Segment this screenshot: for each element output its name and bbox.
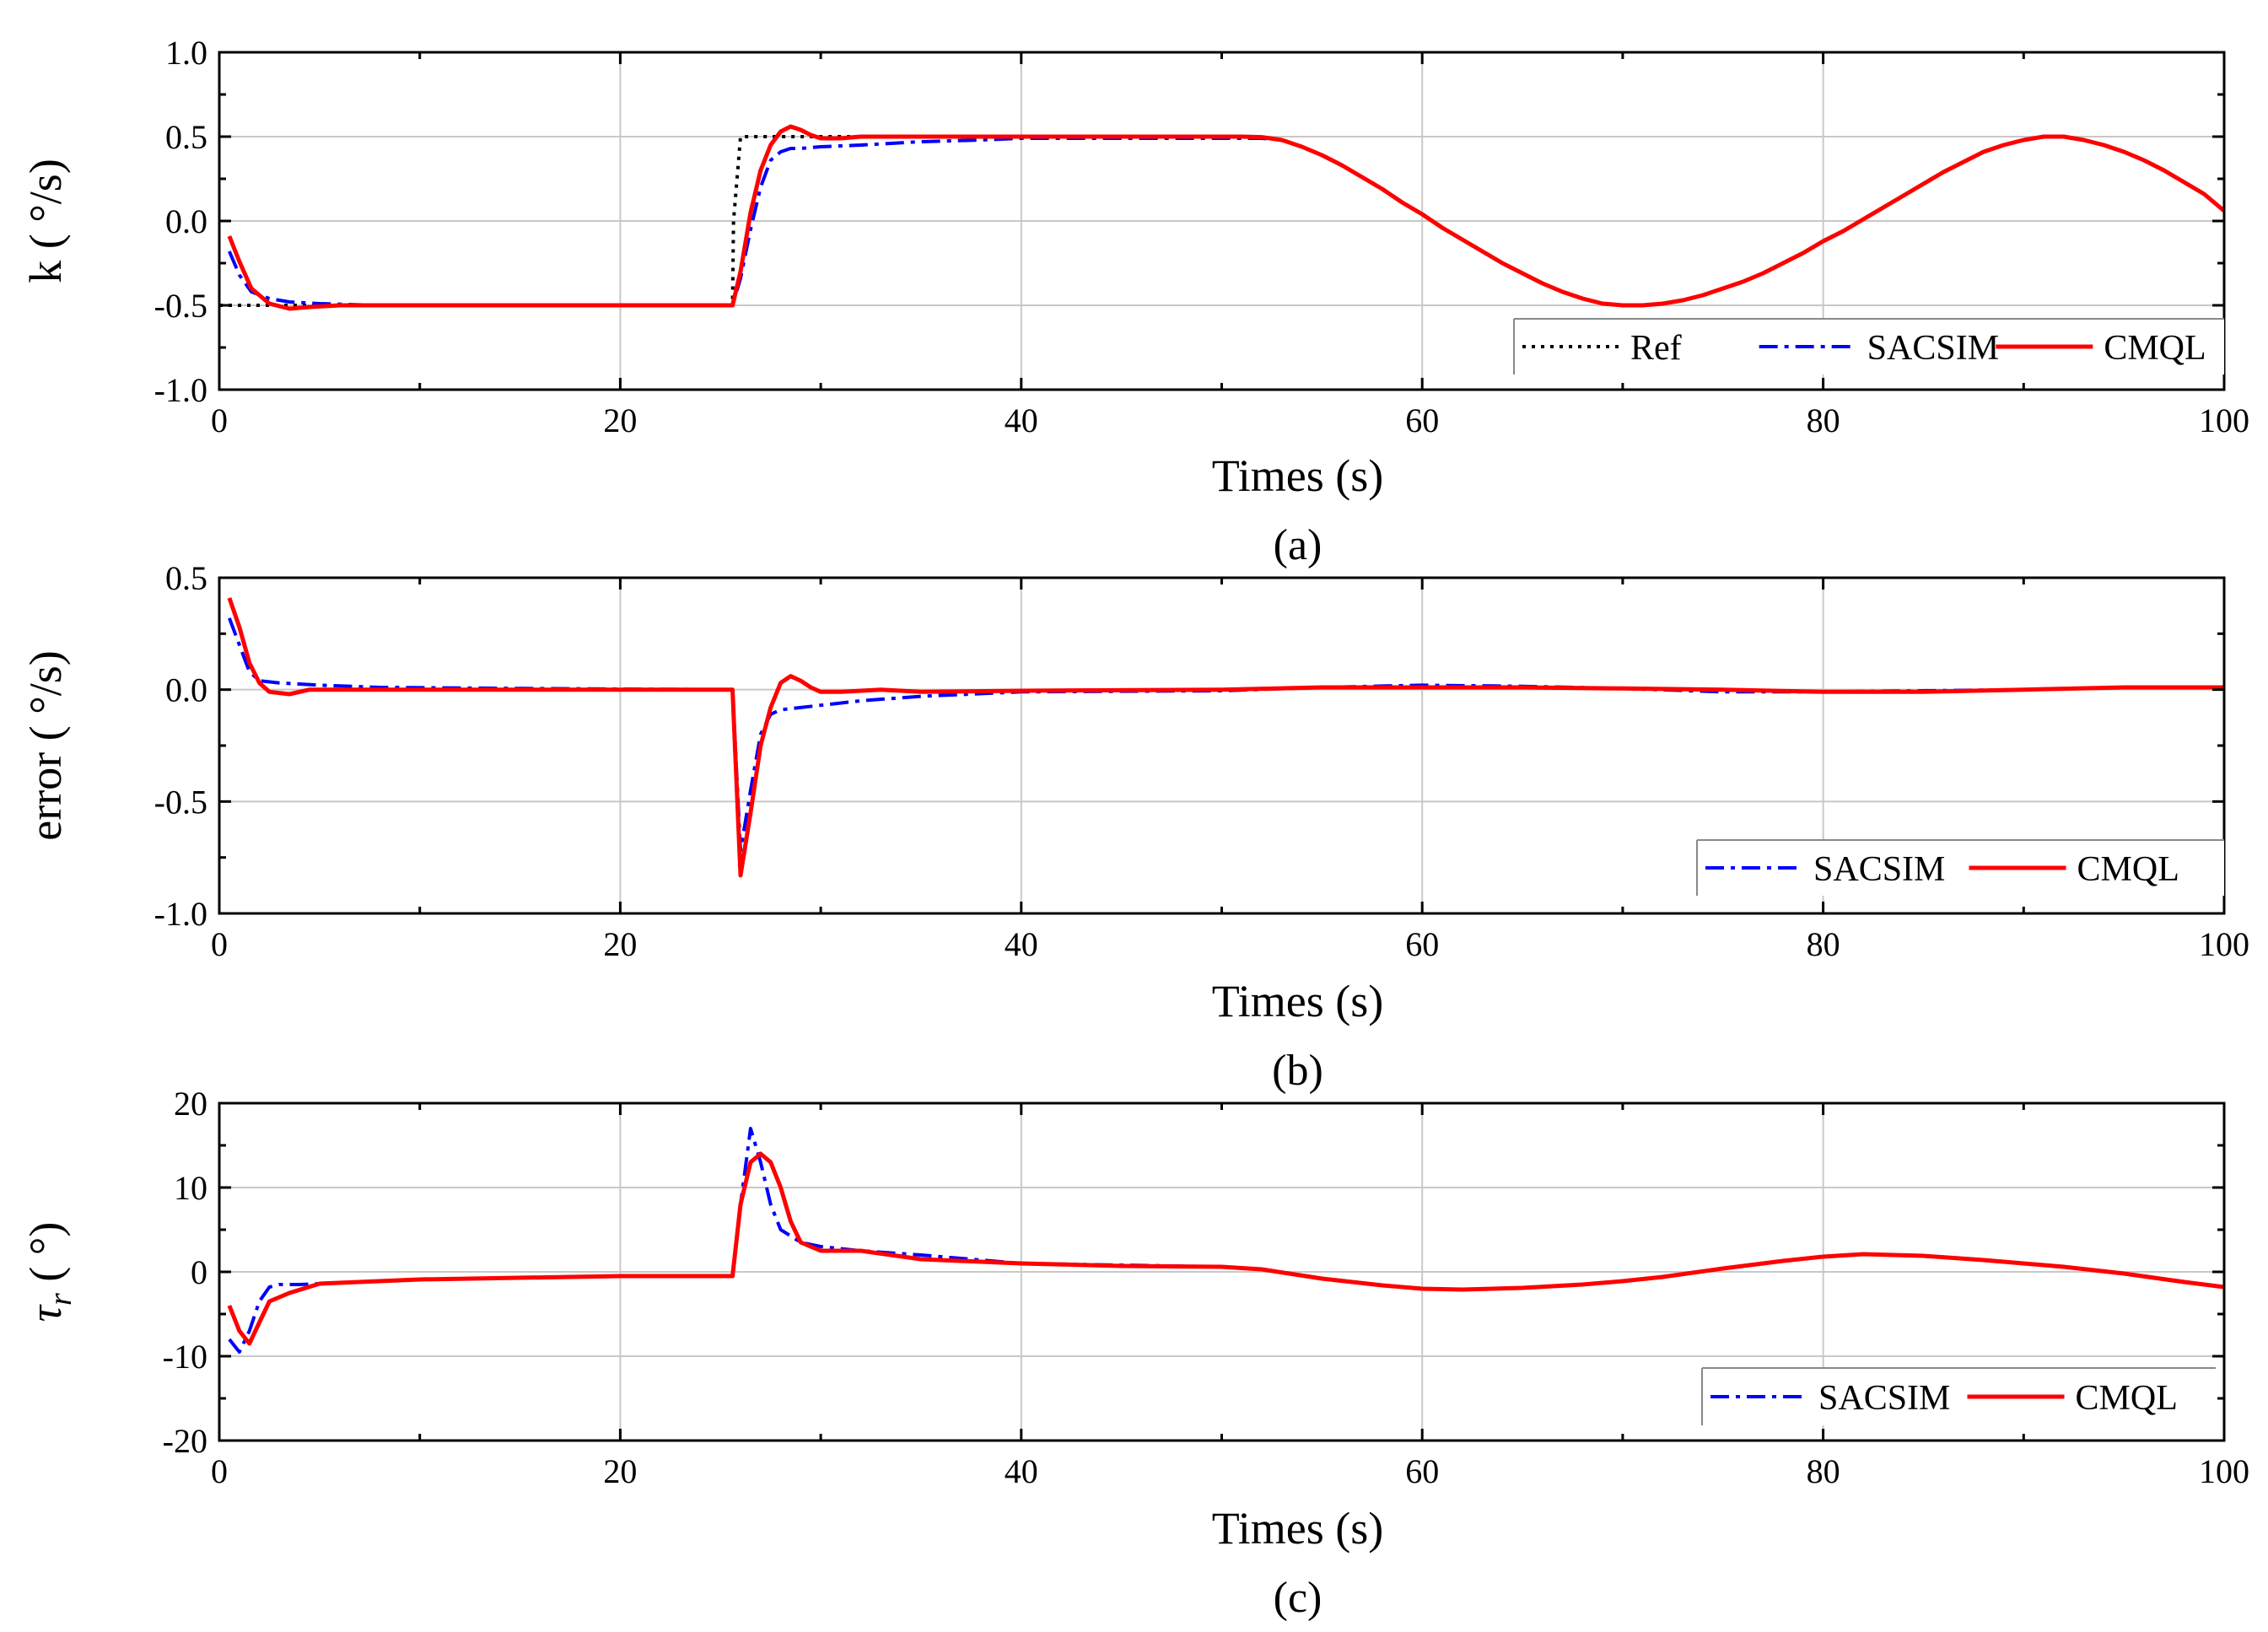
x-tick-label: 60 [1405, 1452, 1439, 1490]
y-tick-label: 0.5 [165, 559, 207, 597]
series-line-sacsim [228, 1127, 2225, 1354]
x-tick-label: 20 [603, 925, 637, 963]
x-tick-label: 0 [211, 1452, 228, 1490]
y-axis-title-unit: ( °) [20, 1222, 71, 1294]
y-tick-label: 10 [174, 1169, 207, 1207]
y-axis-title: k ( °/s) [20, 159, 71, 283]
y-tick-label: -0.5 [154, 287, 207, 325]
x-tick-label: 80 [1807, 1452, 1840, 1490]
panel-caption: (a) [1274, 521, 1323, 569]
x-tick-label: 0 [211, 925, 228, 963]
panel-caption: (b) [1272, 1047, 1323, 1095]
series-line-cmql [227, 1151, 2225, 1346]
x-tick-label: 20 [603, 401, 637, 439]
legend-label-sacsim: SACSIM [1818, 1379, 1950, 1418]
x-tick-label: 0 [211, 401, 228, 439]
y-tick-label: -1.0 [154, 895, 207, 933]
y-tick-label: -0.5 [154, 783, 207, 821]
y-tick-label: 0.0 [165, 202, 207, 240]
x-tick-label: 100 [2199, 401, 2249, 439]
y-tick-label: 0 [191, 1253, 207, 1291]
series-line-sacsim [228, 617, 2224, 853]
x-axis-title: Times (s) [1212, 976, 1384, 1026]
y-tick-label: -1.0 [154, 371, 207, 409]
x-tick-label: 100 [2199, 1452, 2249, 1490]
y-tick-label: 0.0 [165, 671, 207, 709]
y-tick-label: -10 [163, 1338, 207, 1376]
legend-box [1514, 319, 2224, 374]
y-tick-label: 0.5 [165, 118, 207, 156]
y-tick-label: 20 [174, 1085, 207, 1123]
panel-b: 0 20 40 60 80 100 -1.0 -0.5 0.0 0.5 Times (s) error… [20, 559, 2249, 1095]
legend-label-sacsim: SACSIM [1813, 850, 1945, 889]
x-tick-label: 40 [1005, 925, 1038, 963]
legend-label-cmql: CMQL [2076, 1379, 2178, 1418]
y-axis-title-symbol: τ [20, 1304, 71, 1322]
legend: Ref SACSIM CMQL [1513, 318, 2224, 374]
series-line-cmql [227, 597, 2224, 878]
y-axis-title: error ( °/s) [20, 650, 71, 841]
legend-label-ref: Ref [1630, 329, 1682, 368]
x-tick-label: 80 [1807, 925, 1840, 963]
series-line-cmql [227, 124, 2226, 311]
x-tick-label: 40 [1005, 401, 1038, 439]
x-tick-label: 60 [1405, 925, 1439, 963]
legend-label-cmql: CMQL [2104, 329, 2206, 368]
x-tick-label: 100 [2199, 925, 2249, 963]
x-tick-label: 80 [1807, 401, 1840, 439]
legend: SACSIM CMQL [1696, 839, 2224, 896]
x-axis-title: Times (s) [1212, 1503, 1384, 1554]
x-tick-label: 20 [603, 1452, 637, 1490]
panel-a: 0 20 40 60 80 100 -1.0 -0.5 0.0 0.5 1.0 Times (s) k … [20, 34, 2249, 569]
legend-label-sacsim: SACSIM [1867, 329, 1999, 368]
x-tick-label: 60 [1405, 401, 1439, 439]
x-axis-title: Times (s) [1212, 450, 1384, 501]
legend-label-cmql: CMQL [2077, 850, 2179, 889]
y-tick-label: -20 [163, 1422, 207, 1460]
panel-caption: (c) [1274, 1574, 1323, 1622]
y-axis-title: τr ( °) [20, 1222, 78, 1322]
legend: SACSIM CMQL [1701, 1367, 2216, 1425]
y-axis-title-subscript: r [43, 1293, 78, 1306]
x-tick-label: 40 [1005, 1452, 1038, 1490]
y-tick-label: 1.0 [165, 34, 207, 72]
